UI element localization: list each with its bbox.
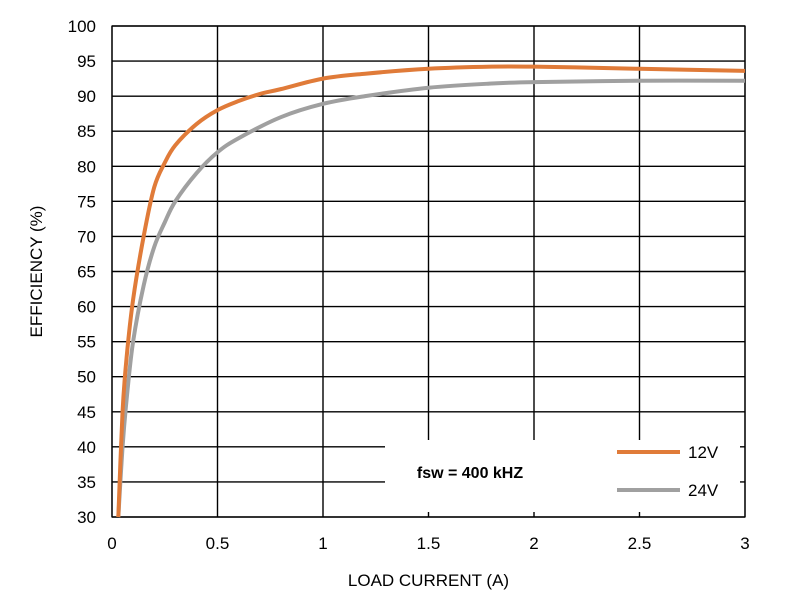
y-tick-label: 90 <box>77 87 96 106</box>
y-tick-label: 40 <box>77 438 96 457</box>
x-tick-label: 0 <box>107 534 116 553</box>
y-tick-label: 50 <box>77 368 96 387</box>
y-axis-ticks: 30 35 40 45 50 55 60 65 70 75 80 85 90 95 100 <box>68 17 96 527</box>
legend-label-24v: 24V <box>688 481 719 500</box>
legend-label-12v: 12V <box>688 443 719 462</box>
x-tick-label: 0.5 <box>206 534 230 553</box>
x-tick-label: 2 <box>529 534 538 553</box>
y-tick-label: 95 <box>77 52 96 71</box>
legend: 12V 24V <box>617 443 719 500</box>
x-tick-label: 3 <box>740 534 749 553</box>
y-tick-label: 55 <box>77 333 96 352</box>
plot-area-border <box>111 25 746 518</box>
y-tick-label: 75 <box>77 192 96 211</box>
x-tick-label: 2.5 <box>628 534 652 553</box>
series-line-24v <box>116 78 746 518</box>
x-tick-label: 1.5 <box>417 534 441 553</box>
x-tick-label: 1 <box>318 534 327 553</box>
y-tick-label: 70 <box>77 227 96 246</box>
y-tick-label: 60 <box>77 298 96 317</box>
annotation-fsw: fsw = 400 kHZ <box>417 465 524 482</box>
x-axis-ticks: 0 0.5 1 1.5 2 2.5 3 <box>107 534 749 553</box>
y-tick-label: 85 <box>77 122 96 141</box>
legend-background <box>385 440 740 512</box>
y-tick-label: 30 <box>77 508 96 527</box>
legend-box <box>385 440 740 512</box>
y-axis-title: EFFICIENCY (%) <box>27 206 46 338</box>
y-tick-label: 65 <box>77 263 96 282</box>
y-tick-label: 100 <box>68 17 96 36</box>
x-axis-title: LOAD CURRENT (A) <box>348 571 509 590</box>
y-tick-label: 35 <box>77 473 96 492</box>
y-tick-label: 45 <box>77 403 96 422</box>
series-lines <box>116 64 746 518</box>
y-tick-label: 80 <box>77 157 96 176</box>
series-line-12v <box>116 64 746 518</box>
